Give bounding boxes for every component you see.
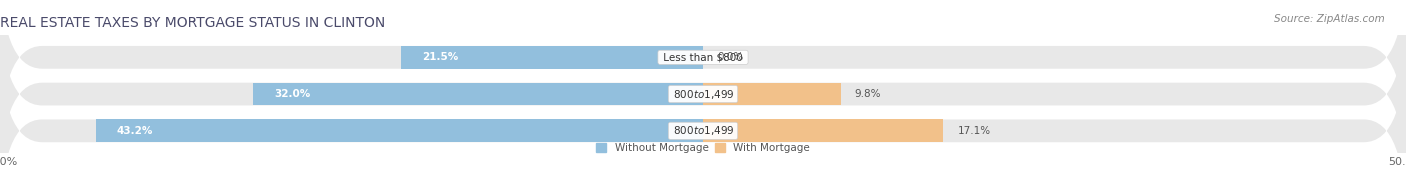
Text: 32.0%: 32.0% [274,89,311,99]
Text: 43.2%: 43.2% [117,126,153,136]
Bar [703,83,841,105]
Text: 21.5%: 21.5% [422,52,458,62]
Bar [401,46,703,69]
Text: $800 to $1,499: $800 to $1,499 [671,124,735,137]
FancyBboxPatch shape [0,0,1406,156]
Bar [703,119,943,142]
FancyBboxPatch shape [0,32,1406,196]
Legend: Without Mortgage, With Mortgage: Without Mortgage, With Mortgage [592,139,814,157]
Text: Less than $800: Less than $800 [659,52,747,62]
Text: Source: ZipAtlas.com: Source: ZipAtlas.com [1274,14,1385,24]
Bar [96,119,703,142]
Bar [253,83,703,105]
Text: 17.1%: 17.1% [957,126,991,136]
Text: $800 to $1,499: $800 to $1,499 [671,88,735,101]
Text: 0.0%: 0.0% [717,52,744,62]
Text: REAL ESTATE TAXES BY MORTGAGE STATUS IN CLINTON: REAL ESTATE TAXES BY MORTGAGE STATUS IN … [0,16,385,30]
Text: 9.8%: 9.8% [855,89,882,99]
